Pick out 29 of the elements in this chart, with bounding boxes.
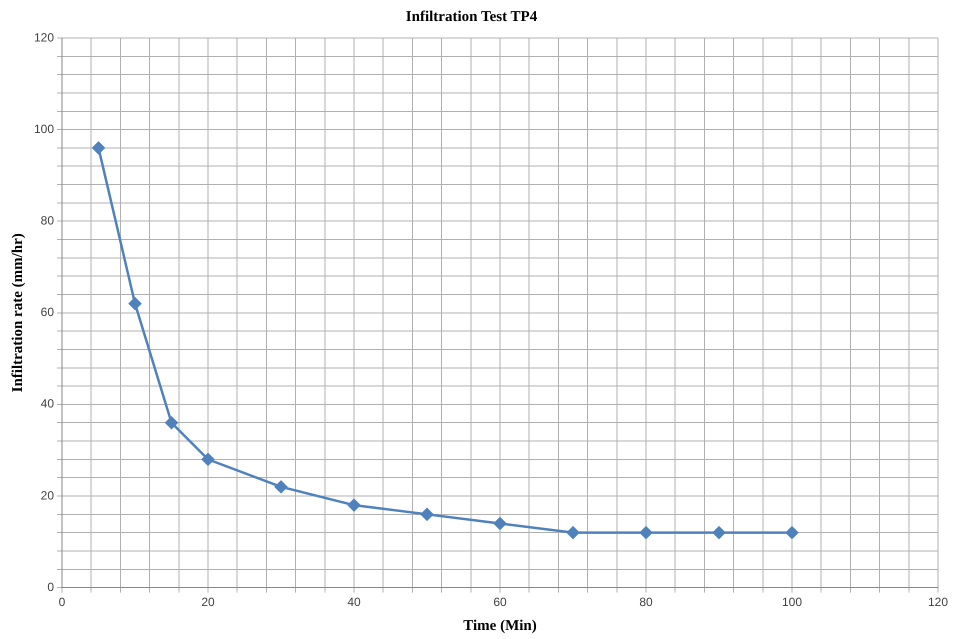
point: [494, 517, 506, 530]
y-tick-label: 120: [34, 30, 54, 44]
y-tick-label: 60: [40, 305, 54, 320]
x-tick-label: 40: [347, 595, 362, 610]
point: [566, 526, 580, 539]
y-axis-title: Infiltration rate (mm/hr): [10, 233, 26, 392]
point: [165, 416, 178, 429]
point: [712, 526, 726, 539]
y-tick-label: 80: [40, 214, 54, 228]
x-tick-label: 60: [493, 595, 508, 610]
x-tick-label: 20: [201, 595, 216, 610]
point: [92, 142, 105, 154]
y-tick-label: 100: [34, 122, 54, 136]
chart-title: Infiltration Test TP4: [406, 8, 538, 25]
y-tick-label: 40: [40, 396, 54, 411]
y-tick-label: 0: [47, 580, 54, 594]
point: [640, 526, 652, 539]
point: [786, 526, 798, 539]
x-tick-label: 0: [58, 595, 66, 610]
x-axis-title: Time (Min): [463, 618, 537, 634]
y-tick-label: 20: [40, 488, 54, 502]
point: [348, 498, 360, 512]
point: [202, 453, 214, 466]
x-tick-label: 80: [639, 595, 653, 610]
x-tick-label: 120: [928, 595, 948, 610]
x-tick-label: 100: [782, 595, 802, 610]
point: [274, 480, 288, 494]
point: [128, 297, 142, 310]
point: [420, 508, 434, 521]
